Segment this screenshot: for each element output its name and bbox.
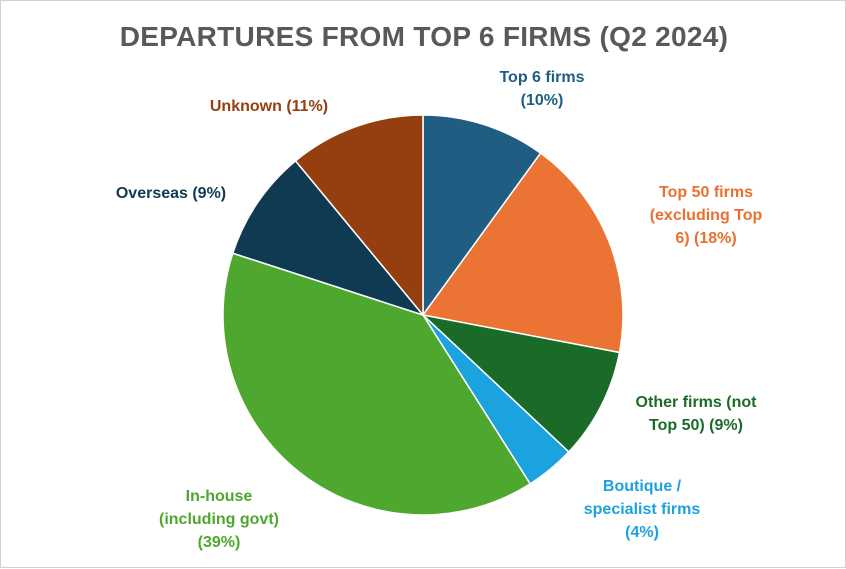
pie-slice-overseas [231, 159, 426, 317]
slice-label-line: specialist firms [583, 501, 701, 518]
slice-label-line: Unknown (11%) [209, 98, 329, 115]
pie-slice-in-house [222, 252, 532, 516]
slice-label-line: Boutique / [602, 478, 682, 495]
slice-label-overseas: Overseas (9%) [71, 182, 271, 205]
slice-label-line: Top 6 firms [499, 69, 585, 86]
slice-label-top-50: Top 50 firms (excluding Top 6) (18%) [606, 181, 806, 250]
slice-label-unknown: Unknown (11%) [169, 95, 369, 118]
slice-label-top-6: Top 6 firms (10%) [442, 66, 642, 112]
pie-slice-other-firms [420, 313, 621, 453]
slice-label-line: Overseas (9%) [115, 185, 227, 202]
pie-slice-top-6 [422, 114, 542, 318]
slice-label-line: Top 50) (9%) [649, 417, 743, 434]
slice-label-line: (4%) [625, 524, 659, 541]
slice-label-line: (excluding Top [649, 207, 763, 224]
slice-label-line: (39%) [197, 534, 241, 551]
pie-slice-unknown [294, 114, 424, 318]
slice-label-line: 6) (18%) [675, 230, 737, 247]
slice-label-line: In-house [185, 488, 253, 505]
slice-label-boutique: Boutique / specialist firms (4%) [542, 475, 742, 544]
slice-label-other-firms: Other firms (not Top 50) (9%) [596, 391, 796, 437]
slice-label-line: (including govt) [159, 511, 279, 528]
slice-label-line: (10%) [520, 92, 564, 109]
slice-label-line: Top 50 firms [659, 184, 753, 201]
pie-slice-top-50 [421, 152, 624, 354]
chart-title: DEPARTURES FROM TOP 6 FIRMS (Q2 2024) [119, 21, 729, 52]
slice-label-line: Other firms (not [635, 394, 757, 411]
slice-label-in-house: In-house (including govt) (39%) [119, 485, 319, 554]
